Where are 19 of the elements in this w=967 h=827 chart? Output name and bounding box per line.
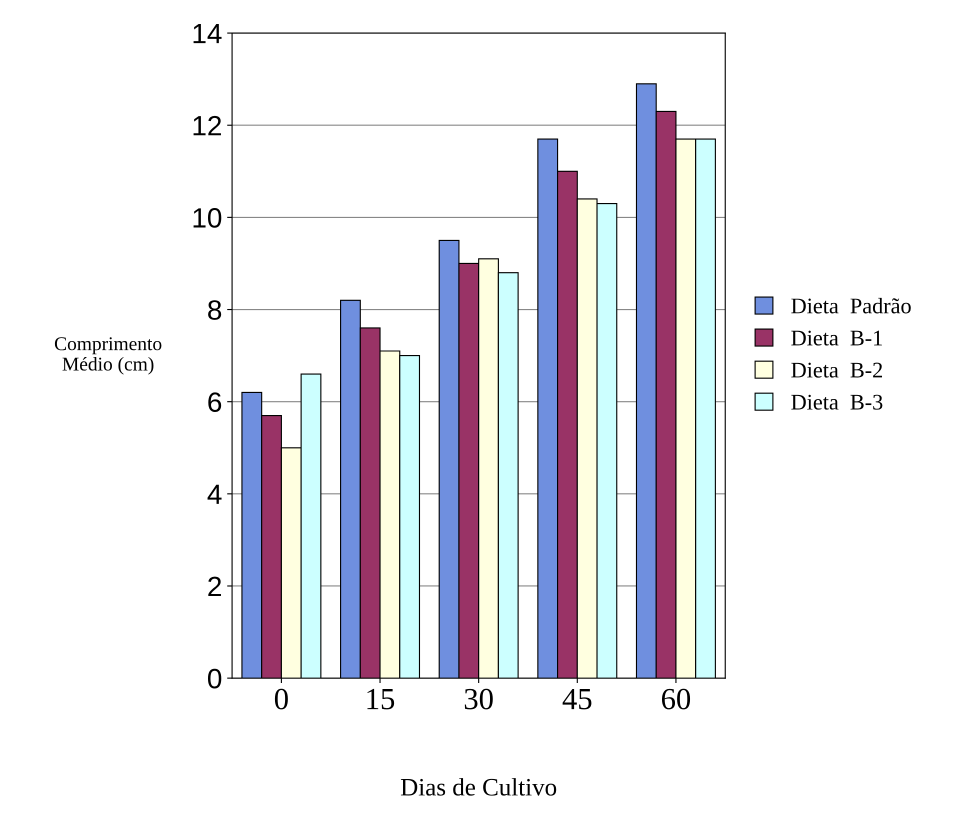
y-tick-label: 6 [208,392,222,412]
y-axis-title: Comprimento Médio (cm) [54,337,162,375]
y-tick-label: 4 [208,484,222,504]
y-tick-label: 0 [208,668,222,688]
x-tick-label: 30 [464,688,493,710]
x-tick-label: 15 [367,688,394,710]
y-tick-label: 10 [194,208,222,228]
x-tick-label: 0 [274,688,288,710]
y-tick-label: 8 [208,300,222,320]
legend-label: Dieta Padrão [791,298,911,314]
legend-label: Dieta B-2 [791,362,882,378]
x-tick-label: 60 [662,688,690,710]
y-tick-label: 2 [208,576,221,596]
legend-label: Dieta B-3 [791,394,882,410]
legend-label: Dieta B-1 [791,330,882,346]
x-axis-title: Dias de Cultivo [400,778,556,796]
y-tick-label: 14 [194,24,222,44]
y-tick-label: 12 [194,116,221,136]
x-tick-label: 45 [562,688,592,710]
